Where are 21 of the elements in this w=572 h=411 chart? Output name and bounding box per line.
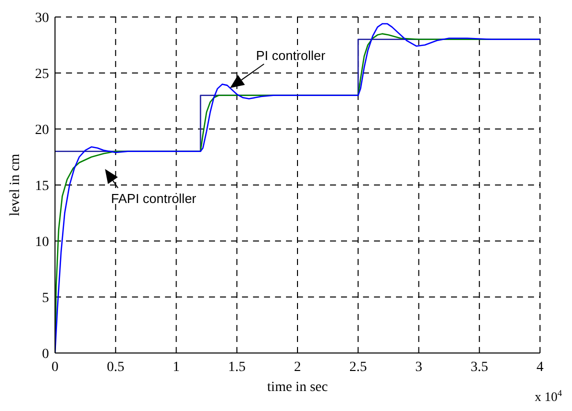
y-tick-label: 0 bbox=[42, 346, 49, 362]
x-axis-title: time in sec bbox=[267, 380, 328, 395]
x-tick-label: 2.5 bbox=[349, 360, 367, 375]
x-tick-label: 3 bbox=[415, 360, 422, 375]
x-tick-label: 1 bbox=[172, 360, 180, 375]
annotation: FAPI controller bbox=[111, 191, 197, 206]
x-tick-label: 1.5 bbox=[228, 360, 246, 375]
x-tick-label: 2 bbox=[294, 360, 301, 375]
y-tick-label: 20 bbox=[35, 122, 49, 138]
y-tick-label: 10 bbox=[35, 234, 49, 250]
x-tick-label: 0.5 bbox=[106, 360, 124, 375]
y-tick-label: 15 bbox=[35, 178, 49, 194]
y-axis-title: level in cm bbox=[8, 154, 23, 216]
y-tick-label: 25 bbox=[35, 66, 49, 82]
x-tick-label: 0 bbox=[52, 360, 58, 375]
x-tick-label: 3.5 bbox=[470, 360, 488, 375]
text: x 10$^{4}$ bbox=[534, 388, 562, 404]
y-tick-label: 5 bbox=[42, 290, 49, 306]
annotation: PI controller bbox=[256, 48, 326, 63]
x-tick-label: 4 bbox=[536, 360, 544, 375]
y-tick-label: 30 bbox=[35, 10, 49, 26]
